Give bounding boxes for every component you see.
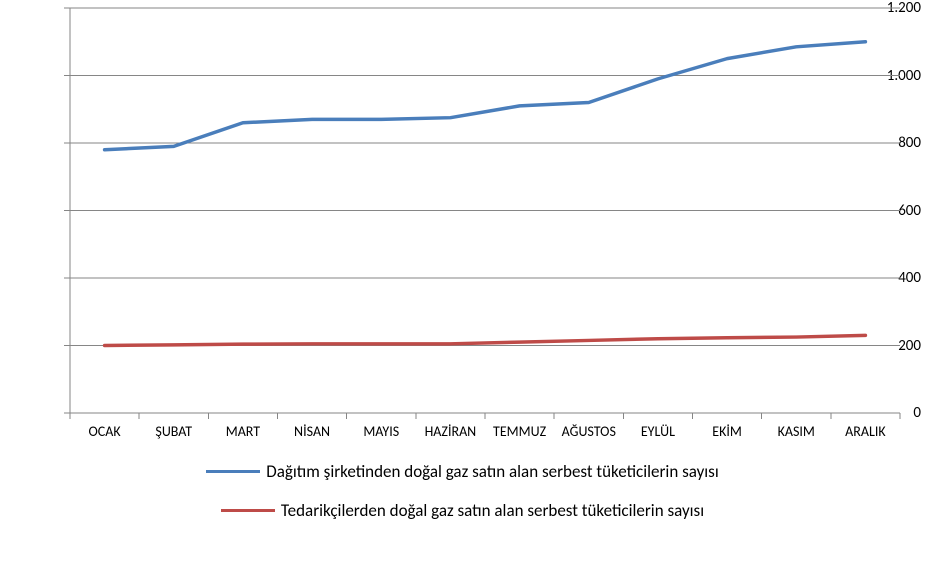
x-tick-label: NİSAN	[294, 423, 330, 440]
x-tick-label: ARALIK	[845, 423, 886, 440]
x-tick-label: TEMMUZ	[493, 423, 546, 440]
x-tick-label: EKİM	[712, 423, 742, 440]
x-tick-label: AĞUSTOS	[562, 423, 616, 440]
legend: Dağıtım şirketinden doğal gaz satın alan…	[0, 455, 925, 539]
plot-area	[70, 8, 900, 423]
x-tick-label: MAYIS	[363, 423, 399, 440]
legend-label: Dağıtım şirketinden doğal gaz satın alan…	[266, 461, 718, 482]
x-tick-label: OCAK	[89, 423, 121, 440]
legend-item: Tedarikçilerden doğal gaz satın alan ser…	[0, 500, 925, 521]
x-tick-label: HAZİRAN	[425, 423, 477, 440]
legend-item: Dağıtım şirketinden doğal gaz satın alan…	[0, 461, 925, 482]
x-tick-label: ŞUBAT	[155, 423, 192, 440]
x-tick-label: EYLÜL	[641, 423, 675, 440]
x-axis-labels: OCAK ŞUBAT MART NİSAN MAYIS HAZİRAN TEMMUZ AĞUS…	[70, 423, 900, 447]
series-line-suppliers	[105, 335, 866, 345]
legend-swatch	[206, 470, 260, 473]
legend-label: Tedarikçilerden doğal gaz satın alan ser…	[281, 500, 704, 521]
x-tick-label: MART	[226, 423, 260, 440]
series-line-distribution	[105, 42, 866, 150]
x-tick-label: KASIM	[778, 423, 815, 440]
line-chart: 02004006008001.0001.200 OCAKŞUBATMARTNİS…	[0, 0, 925, 570]
legend-swatch	[221, 509, 275, 512]
